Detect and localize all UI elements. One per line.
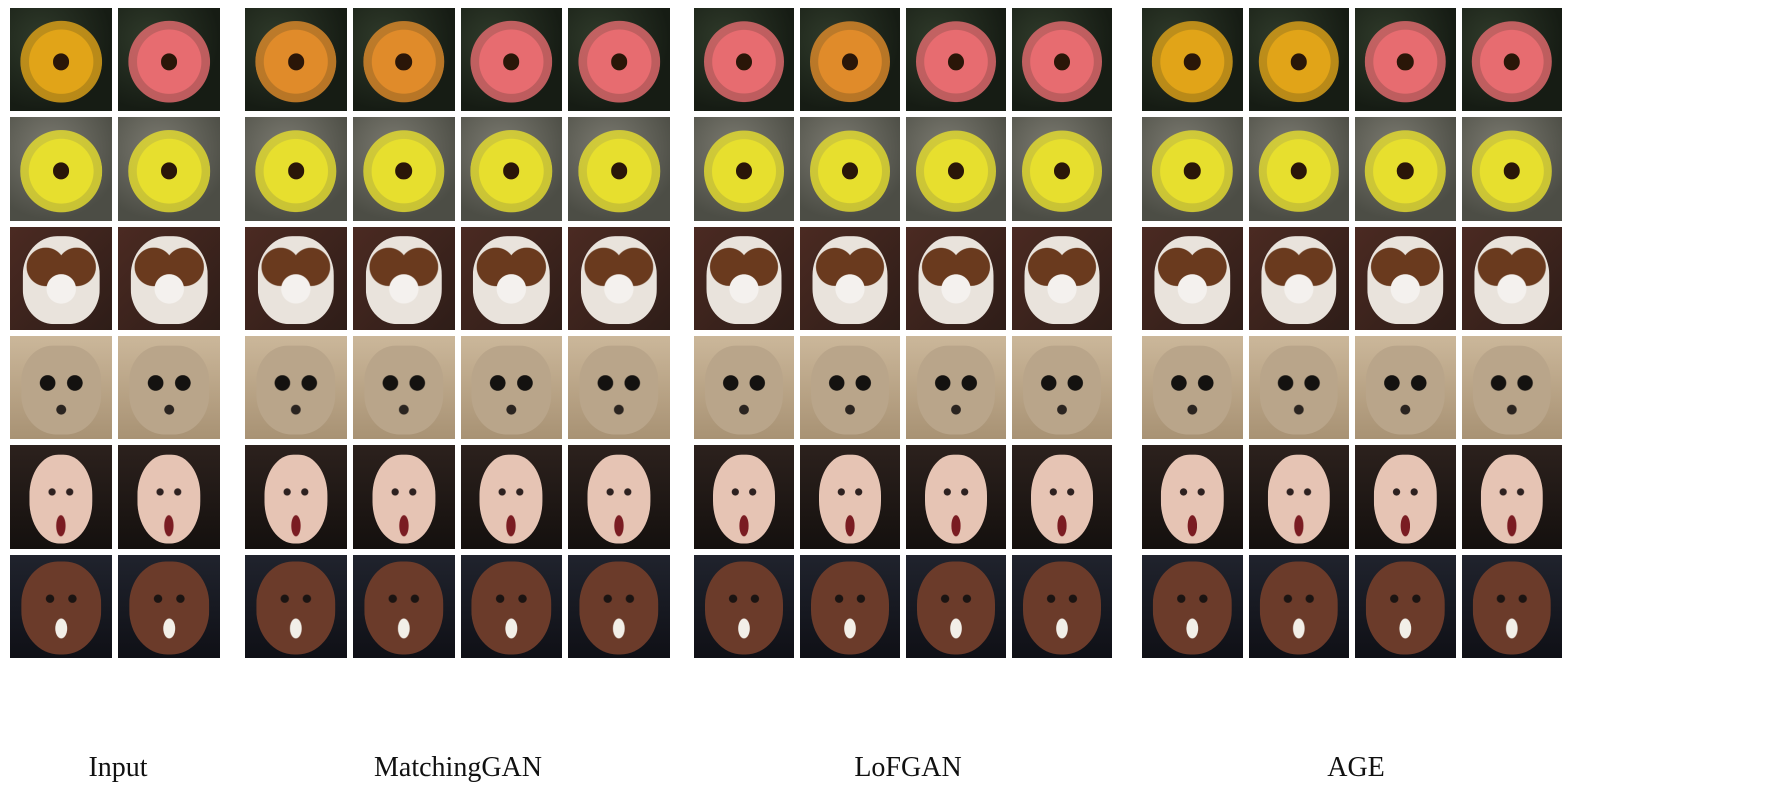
dog-image — [800, 226, 900, 330]
face-man-dark-image — [800, 554, 900, 658]
flower-yellow-orange-image — [1248, 8, 1349, 112]
face-woman-image — [245, 445, 347, 549]
face-man-dark-image — [1461, 554, 1562, 658]
flower-yellow-image — [245, 117, 347, 221]
face-woman-image — [694, 445, 794, 549]
meerkat-image — [460, 336, 563, 440]
face-man-dark-image — [1355, 554, 1456, 658]
face-woman-image — [1012, 445, 1112, 549]
flower-yellow-image — [1355, 117, 1456, 221]
flower-yellow-image — [906, 117, 1006, 221]
face-man-dark-image — [118, 554, 220, 658]
dog-image — [1142, 226, 1243, 330]
face-man-dark-image — [906, 554, 1006, 658]
flower-pink-image — [460, 8, 563, 112]
meerkat-image — [1012, 336, 1112, 440]
face-woman-image — [568, 445, 670, 549]
face-woman-image — [1355, 445, 1456, 549]
meerkat-image — [1248, 336, 1349, 440]
meerkat-image — [568, 336, 670, 440]
flower-orange-image — [352, 8, 455, 112]
flower-yellow-orange-image — [1142, 8, 1243, 112]
dog-image — [1461, 226, 1562, 330]
panel-input — [10, 8, 220, 658]
face-woman-image — [118, 445, 220, 549]
face-woman-image — [800, 445, 900, 549]
face-man-dark-image — [1248, 554, 1349, 658]
dog-image — [118, 226, 220, 330]
face-man-dark-image — [10, 554, 112, 658]
flower-yellow-image — [800, 117, 900, 221]
meerkat-image — [245, 336, 347, 440]
face-man-dark-image — [1142, 554, 1243, 658]
flower-yellow-image — [1248, 117, 1349, 221]
flower-yellow-image — [1461, 117, 1562, 221]
panel-matchinggan — [245, 8, 670, 658]
flower-yellow-image — [568, 117, 670, 221]
face-man-dark-image — [568, 554, 670, 658]
meerkat-image — [10, 336, 112, 440]
face-man-dark-image — [245, 554, 347, 658]
meerkat-image — [906, 336, 1006, 440]
face-man-dark-image — [352, 554, 455, 658]
dog-image — [1012, 226, 1112, 330]
panel-age — [1142, 8, 1562, 658]
panel-lofgan — [694, 8, 1112, 658]
flower-yellow-image — [1142, 117, 1243, 221]
flower-pink-image — [118, 8, 220, 112]
flower-pink-image — [1012, 8, 1112, 112]
face-woman-image — [1461, 445, 1562, 549]
flower-yellow-image — [118, 117, 220, 221]
face-man-dark-image — [1012, 554, 1112, 658]
flower-pink-image — [906, 8, 1006, 112]
flower-yellow-image — [1012, 117, 1112, 221]
meerkat-image — [118, 336, 220, 440]
flower-yellow-image — [10, 117, 112, 221]
face-man-dark-image — [694, 554, 794, 658]
dog-image — [245, 226, 347, 330]
dog-image — [1355, 226, 1456, 330]
meerkat-image — [352, 336, 455, 440]
flower-pink-image — [1355, 8, 1456, 112]
label-age: AGE — [1327, 752, 1385, 783]
label-lofgan: LoFGAN — [854, 752, 962, 783]
flower-pink-image — [1461, 8, 1562, 112]
flower-pink-image — [694, 8, 794, 112]
flower-orange-image — [245, 8, 347, 112]
face-woman-image — [10, 445, 112, 549]
dog-image — [352, 226, 455, 330]
face-woman-image — [460, 445, 563, 549]
label-input: Input — [88, 752, 148, 783]
meerkat-image — [1142, 336, 1243, 440]
face-man-dark-image — [460, 554, 563, 658]
dog-image — [460, 226, 563, 330]
face-woman-image — [352, 445, 455, 549]
dog-image — [694, 226, 794, 330]
meerkat-image — [694, 336, 794, 440]
dog-image — [906, 226, 1006, 330]
dog-image — [1248, 226, 1349, 330]
flower-yellow-image — [694, 117, 794, 221]
flower-yellow-image — [460, 117, 563, 221]
flower-yellow-orange-image — [10, 8, 112, 112]
meerkat-image — [1355, 336, 1456, 440]
dog-image — [10, 226, 112, 330]
meerkat-image — [800, 336, 900, 440]
label-matchinggan: MatchingGAN — [374, 752, 542, 783]
dog-image — [568, 226, 670, 330]
flower-yellow-image — [352, 117, 455, 221]
face-woman-image — [906, 445, 1006, 549]
face-woman-image — [1142, 445, 1243, 549]
flower-orange-image — [800, 8, 900, 112]
meerkat-image — [1461, 336, 1562, 440]
flower-pink-image — [568, 8, 670, 112]
face-woman-image — [1248, 445, 1349, 549]
